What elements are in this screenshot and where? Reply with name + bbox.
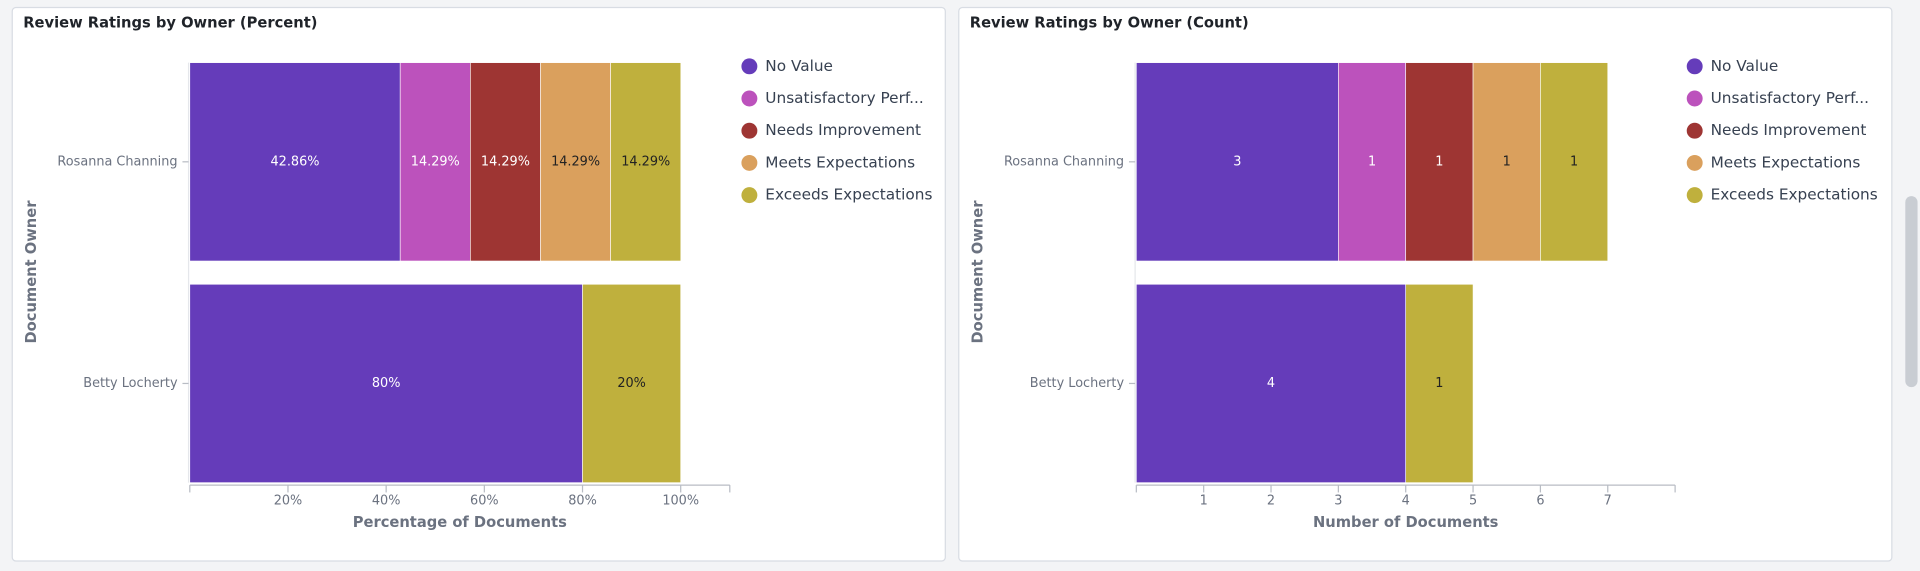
- legend-marker: [741, 58, 758, 75]
- bar-segment: [1136, 283, 1407, 483]
- y-axis-title: Document Owner: [23, 200, 40, 344]
- x-tick-label: 60%: [470, 494, 499, 509]
- x-tick-label: 40%: [372, 494, 401, 509]
- legend-label: Meets Expectations: [765, 153, 915, 171]
- data-label: 42.86%: [271, 154, 320, 169]
- legend-label: Exceeds Expectations: [1711, 186, 1878, 204]
- chart-title: Review Ratings by Owner (Count): [970, 14, 1249, 31]
- data-label: 3: [1233, 154, 1241, 169]
- legend-marker: [1686, 90, 1703, 107]
- data-label: 1: [1435, 154, 1443, 169]
- data-label: 1: [1503, 154, 1511, 169]
- x-tick-label: 3: [1334, 494, 1342, 509]
- x-tick-label: 5: [1469, 494, 1477, 509]
- legend-label: Exceeds Expectations: [765, 186, 932, 204]
- y-tick-label: Betty Locherty: [83, 376, 178, 391]
- bar-segment: [582, 283, 682, 483]
- x-tick-label: 20%: [274, 494, 303, 509]
- legend-label: No Value: [1711, 57, 1779, 75]
- legend-label: Needs Improvement: [765, 121, 921, 139]
- bar-segment: [1472, 62, 1541, 262]
- x-tick-label: 4: [1402, 494, 1410, 509]
- x-tick-label: 7: [1604, 494, 1612, 509]
- chart-title: Review Ratings by Owner (Percent): [23, 14, 317, 31]
- x-axis-title: Number of Documents: [1313, 514, 1499, 531]
- legend-marker: [741, 90, 758, 107]
- data-label: 14.29%: [551, 154, 600, 169]
- legend-marker: [1686, 187, 1703, 204]
- legend-marker: [741, 122, 758, 139]
- legend-marker: [741, 187, 758, 204]
- data-label: 14.29%: [481, 154, 530, 169]
- x-axis-title: Percentage of Documents: [353, 514, 567, 531]
- bar-segment: [610, 62, 682, 262]
- x-tick-label: 100%: [662, 494, 699, 509]
- x-tick-label: 1: [1200, 494, 1208, 509]
- x-tick-label: 6: [1536, 494, 1544, 509]
- bar-segment: [399, 62, 471, 262]
- data-label: 1: [1368, 154, 1376, 169]
- bar-segment: [1338, 62, 1407, 262]
- x-tick-label: 2: [1267, 494, 1275, 509]
- legend-marker: [741, 154, 758, 171]
- legend-label: Unsatisfactory Perf...: [1711, 89, 1869, 107]
- legend-label: Meets Expectations: [1711, 153, 1861, 171]
- legend-label: Unsatisfactory Perf...: [765, 89, 923, 107]
- data-label: 80%: [372, 376, 401, 391]
- bar-segment: [1405, 283, 1474, 483]
- y-tick-label: Rosanna Channing: [1004, 154, 1124, 169]
- bar-segment: [540, 62, 611, 262]
- bar-segment: [1136, 62, 1339, 262]
- y-tick-label: Betty Locherty: [1030, 376, 1125, 391]
- bar-segment: [470, 62, 541, 262]
- data-label: 20%: [617, 376, 646, 391]
- y-axis-title: Document Owner: [969, 200, 986, 344]
- y-tick-label: Rosanna Channing: [57, 154, 177, 169]
- data-label: 1: [1570, 154, 1578, 169]
- bar-segment: [1405, 62, 1474, 262]
- data-label: 1: [1435, 376, 1443, 391]
- bar-segment: [189, 283, 583, 483]
- data-label: 14.29%: [411, 154, 460, 169]
- bar-segment: [1540, 62, 1609, 262]
- x-tick-label: 80%: [568, 494, 597, 509]
- scrollbar[interactable]: [1905, 196, 1918, 388]
- legend-label: No Value: [765, 57, 833, 75]
- data-label: 14.29%: [621, 154, 670, 169]
- legend-marker: [1686, 154, 1703, 171]
- data-label: 4: [1267, 376, 1275, 391]
- legend-label: Needs Improvement: [1711, 121, 1867, 139]
- legend-marker: [1686, 58, 1703, 75]
- legend-marker: [1686, 122, 1703, 139]
- bar-segment: [189, 62, 401, 262]
